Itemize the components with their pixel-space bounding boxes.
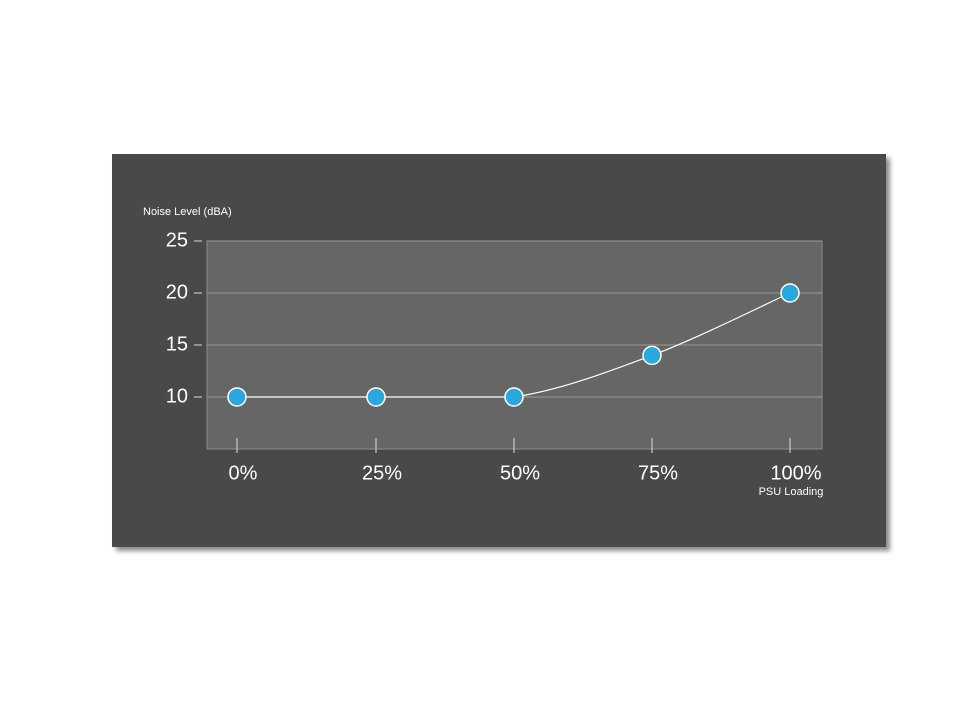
x-tick-label: 50% <box>500 462 540 484</box>
x-tick-label: 0% <box>229 462 258 484</box>
x-axis-label: PSU Loading <box>759 486 824 498</box>
y-tick-label: 10 <box>166 385 188 407</box>
x-tick-label: 25% <box>362 462 402 484</box>
y-tick-label: 15 <box>166 333 188 355</box>
data-point <box>642 345 662 366</box>
data-point <box>227 387 247 407</box>
data-point <box>780 283 800 303</box>
y-tick-label: 25 <box>166 229 188 251</box>
data-point <box>366 387 386 407</box>
y-tick-label: 20 <box>166 281 188 303</box>
y-axis-label: Noise Level (dBA) <box>143 206 232 218</box>
x-tick-label: 75% <box>638 462 678 484</box>
data-point <box>504 387 524 407</box>
x-tick-label: 100% <box>770 462 821 484</box>
